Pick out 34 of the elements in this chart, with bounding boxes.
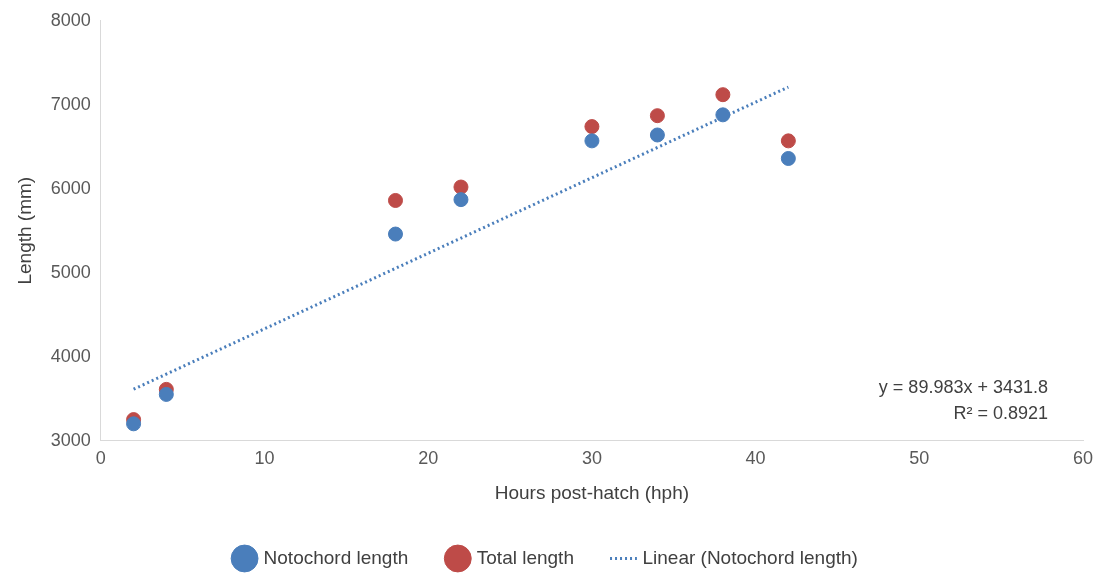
annotation: R² = 0.8921 [953, 402, 1048, 423]
x-tick-label: 50 [909, 448, 930, 469]
point [387, 226, 403, 242]
point [158, 386, 174, 402]
y-tick-label: 6000 [50, 177, 91, 198]
x-axis-title: Hours post-hatch (hph) [494, 481, 690, 503]
annotation: y = 89.983x + 3431.8 [878, 376, 1048, 397]
legend-label: Total length [476, 546, 574, 568]
x-tick-label: 10 [254, 448, 275, 469]
y-axis-title: Length (mm) [13, 176, 35, 285]
y-tick-label: 5000 [50, 261, 91, 282]
x-tick-label: 20 [418, 448, 439, 469]
y-tick-label: 8000 [50, 9, 91, 30]
point [780, 133, 796, 149]
point [649, 108, 665, 124]
x-tick-label: 0 [95, 448, 106, 469]
point [649, 127, 665, 143]
legend-label: Linear (Notochord length) [642, 546, 858, 568]
y-tick-label: 4000 [50, 345, 91, 366]
point [453, 179, 469, 195]
legend-label: Notochord length [263, 546, 409, 568]
y-tick-label: 3000 [50, 429, 91, 450]
x-tick-label: 60 [1072, 448, 1094, 469]
point [126, 416, 142, 432]
point [387, 192, 403, 208]
point [715, 87, 731, 103]
point [584, 119, 600, 135]
point [584, 133, 600, 149]
point [715, 107, 731, 123]
y-tick-label: 7000 [50, 93, 91, 114]
point [780, 150, 796, 166]
x-tick-label: 30 [581, 448, 602, 469]
x-tick-label: 40 [745, 448, 766, 469]
point [453, 192, 469, 208]
